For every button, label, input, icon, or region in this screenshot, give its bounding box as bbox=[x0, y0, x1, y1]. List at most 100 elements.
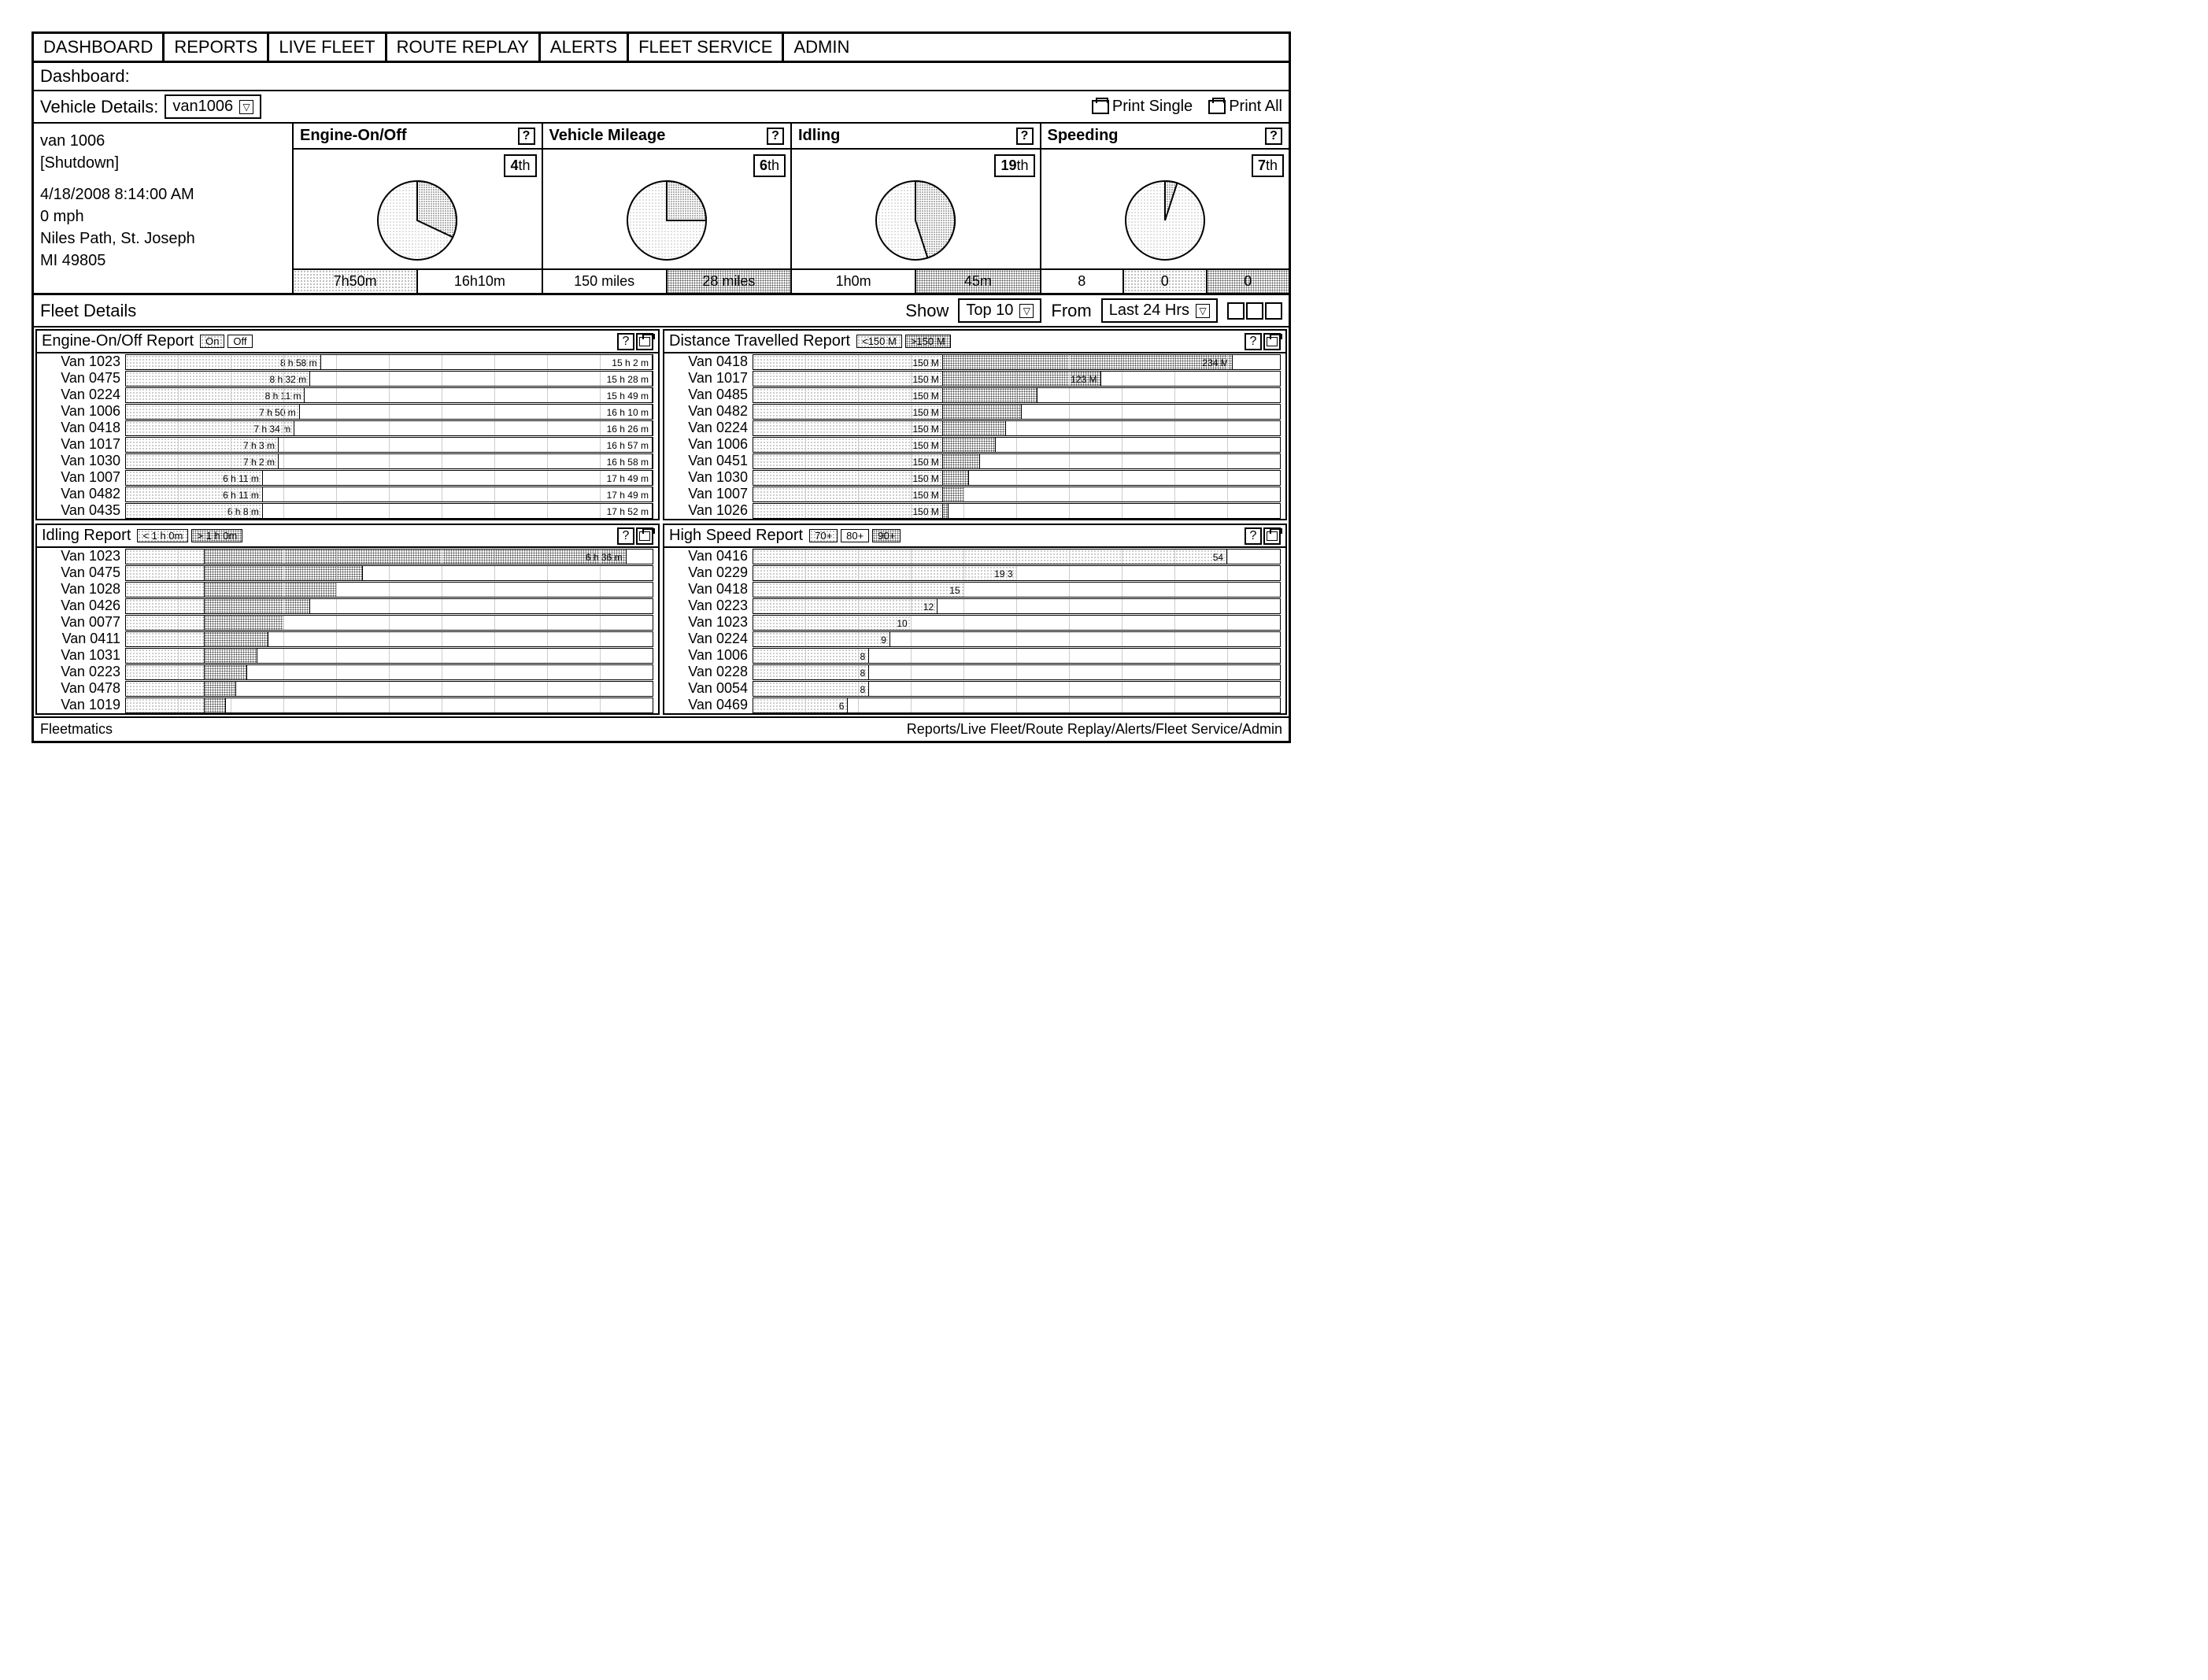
bar-speed: 6 bbox=[753, 698, 848, 712]
metric-panel-engine-on-off: Engine-On/Off ? 4th 7h50m16h10m bbox=[294, 124, 543, 293]
table-row[interactable]: Van 1006 8 bbox=[664, 647, 1285, 664]
print-button[interactable] bbox=[1263, 333, 1281, 350]
bar-b bbox=[943, 388, 1037, 402]
table-row[interactable]: Van 0475 bbox=[37, 564, 658, 581]
help-button[interactable]: ? bbox=[1016, 128, 1034, 145]
table-row[interactable]: Van 1007 6 h 11 m 17 h 49 m bbox=[37, 469, 658, 486]
table-row[interactable]: Van 0478 bbox=[37, 680, 658, 697]
tab-route-replay[interactable]: ROUTE REPLAY bbox=[387, 34, 541, 61]
table-row[interactable]: Van 0224 9 bbox=[664, 631, 1285, 647]
nav-box-3[interactable] bbox=[1265, 302, 1282, 320]
table-row[interactable]: Van 1019 bbox=[37, 697, 658, 713]
from-label: From bbox=[1051, 301, 1091, 321]
bar-a bbox=[126, 599, 205, 613]
dashboard-subheader: Dashboard: bbox=[34, 63, 1289, 91]
help-button[interactable]: ? bbox=[1245, 527, 1262, 545]
table-row[interactable]: Van 1030 150 M bbox=[664, 469, 1285, 486]
help-button[interactable]: ? bbox=[617, 527, 634, 545]
metric-header: Engine-On/Off ? bbox=[294, 124, 542, 150]
tab-fleet-service[interactable]: FLEET SERVICE bbox=[629, 34, 784, 61]
table-row[interactable]: Van 1023 8 h 58 m 15 h 2 m bbox=[37, 353, 658, 370]
show-select[interactable]: Top 10 ▽ bbox=[958, 298, 1041, 323]
tab-reports[interactable]: REPORTS bbox=[165, 34, 269, 61]
table-row[interactable]: Van 0469 6 bbox=[664, 697, 1285, 713]
table-row[interactable]: Van 0229 19 3 bbox=[664, 564, 1285, 581]
help-button[interactable]: ? bbox=[1245, 333, 1262, 350]
idling-report: Idling Report < 1 h 0m> 1 h 0m ? Van 102… bbox=[35, 524, 660, 715]
tab-live-fleet[interactable]: LIVE FLEET bbox=[269, 34, 386, 61]
tab-dashboard[interactable]: DASHBOARD bbox=[34, 34, 165, 61]
help-button[interactable]: ? bbox=[1265, 128, 1282, 145]
print-button[interactable] bbox=[636, 333, 653, 350]
print-button[interactable] bbox=[1263, 527, 1281, 545]
footer: Fleetmatics Reports/Live Fleet/Route Rep… bbox=[34, 716, 1289, 741]
metric-footer: 7h50m16h10m bbox=[294, 268, 542, 293]
show-select-value: Top 10 bbox=[966, 302, 1013, 320]
bar-b bbox=[943, 438, 996, 452]
row-bar bbox=[125, 664, 653, 680]
pie-chart bbox=[548, 177, 786, 264]
fleet-details-title: Fleet Details bbox=[40, 301, 136, 321]
table-row[interactable]: Van 0475 8 h 32 m 15 h 28 m bbox=[37, 370, 658, 387]
table-row[interactable]: Van 0418 15 bbox=[664, 581, 1285, 598]
table-row[interactable]: Van 0223 12 bbox=[664, 598, 1285, 614]
table-row[interactable]: Van 0077 bbox=[37, 614, 658, 631]
fleet-details-header: Fleet Details Show Top 10 ▽ From Last 24… bbox=[34, 295, 1289, 327]
metric-title: Idling bbox=[798, 127, 840, 145]
table-row[interactable]: Van 0416 54 bbox=[664, 548, 1285, 564]
tab-alerts[interactable]: ALERTS bbox=[541, 34, 629, 61]
table-row[interactable]: Van 0223 bbox=[37, 664, 658, 680]
table-row[interactable]: Van 0411 bbox=[37, 631, 658, 647]
table-row[interactable]: Van 0426 bbox=[37, 598, 658, 614]
chevron-down-icon: ▽ bbox=[1196, 304, 1210, 318]
table-row[interactable]: Van 0451 150 M bbox=[664, 453, 1285, 469]
table-row[interactable]: Van 0482 6 h 11 m 17 h 49 m bbox=[37, 486, 658, 502]
help-button[interactable]: ? bbox=[617, 333, 634, 350]
table-row[interactable]: Van 0224 150 M bbox=[664, 420, 1285, 436]
from-select[interactable]: Last 24 Hrs ▽ bbox=[1101, 298, 1218, 323]
table-row[interactable]: Van 1006 150 M bbox=[664, 436, 1285, 453]
table-row[interactable]: Van 0054 8 bbox=[664, 680, 1285, 697]
row-bar: 10 bbox=[753, 615, 1281, 631]
table-row[interactable]: Van 1006 7 h 50 m 16 h 10 m bbox=[37, 403, 658, 420]
table-row[interactable]: Van 0482 150 M bbox=[664, 403, 1285, 420]
legend-item: On bbox=[200, 335, 224, 348]
nav-box-2[interactable] bbox=[1246, 302, 1263, 320]
help-button[interactable]: ? bbox=[767, 128, 784, 145]
tab-admin[interactable]: ADMIN bbox=[784, 34, 859, 61]
table-row[interactable]: Van 1031 bbox=[37, 647, 658, 664]
bar-a bbox=[126, 616, 205, 630]
table-row[interactable]: Van 0485 150 M bbox=[664, 387, 1285, 403]
table-row[interactable]: Van 1017 7 h 3 m 16 h 57 m bbox=[37, 436, 658, 453]
bar-a: 150 M bbox=[753, 504, 943, 518]
table-row[interactable]: Van 0418 7 h 34 m 16 h 26 m bbox=[37, 420, 658, 436]
bar-a bbox=[126, 566, 205, 580]
table-row[interactable]: Van 0418 150 M 234 M bbox=[664, 353, 1285, 370]
help-button[interactable]: ? bbox=[518, 128, 535, 145]
table-row[interactable]: Van 0228 8 bbox=[664, 664, 1285, 680]
table-row[interactable]: Van 1023 6 h 36 m bbox=[37, 548, 658, 564]
vehicle-select[interactable]: van1006 ▽ bbox=[165, 94, 261, 119]
table-row[interactable]: Van 1017 150 M 123 M bbox=[664, 370, 1285, 387]
print-all-button[interactable]: Print All bbox=[1208, 98, 1282, 116]
reports-grid: Engine-On/Off Report OnOff ? Van 1023 8 … bbox=[34, 327, 1289, 716]
report-header: High Speed Report 70+80+90+ ? bbox=[664, 525, 1285, 548]
print-button[interactable] bbox=[636, 527, 653, 545]
row-label: Van 0054 bbox=[669, 680, 748, 697]
bar-a: 150 M bbox=[753, 421, 943, 435]
legend: 70+80+90+ bbox=[809, 529, 901, 542]
bar-b bbox=[943, 421, 1006, 435]
table-row[interactable]: Van 1023 10 bbox=[664, 614, 1285, 631]
table-row[interactable]: Van 1028 bbox=[37, 581, 658, 598]
engine-report: Engine-On/Off Report OnOff ? Van 1023 8 … bbox=[35, 329, 660, 520]
legend: OnOff bbox=[200, 335, 252, 348]
report-title: Idling Report bbox=[42, 527, 131, 545]
table-row[interactable]: Van 0435 6 h 8 m 17 h 52 m bbox=[37, 502, 658, 519]
table-row[interactable]: Van 1030 7 h 2 m 16 h 58 m bbox=[37, 453, 658, 469]
nav-box-1[interactable] bbox=[1227, 302, 1245, 320]
table-row[interactable]: Van 1007 150 M bbox=[664, 486, 1285, 502]
chevron-down-icon: ▽ bbox=[239, 100, 253, 114]
table-row[interactable]: Van 0224 8 h 11 m 15 h 49 m bbox=[37, 387, 658, 403]
print-single-button[interactable]: Print Single bbox=[1092, 98, 1193, 116]
table-row[interactable]: Van 1026 150 M bbox=[664, 502, 1285, 519]
